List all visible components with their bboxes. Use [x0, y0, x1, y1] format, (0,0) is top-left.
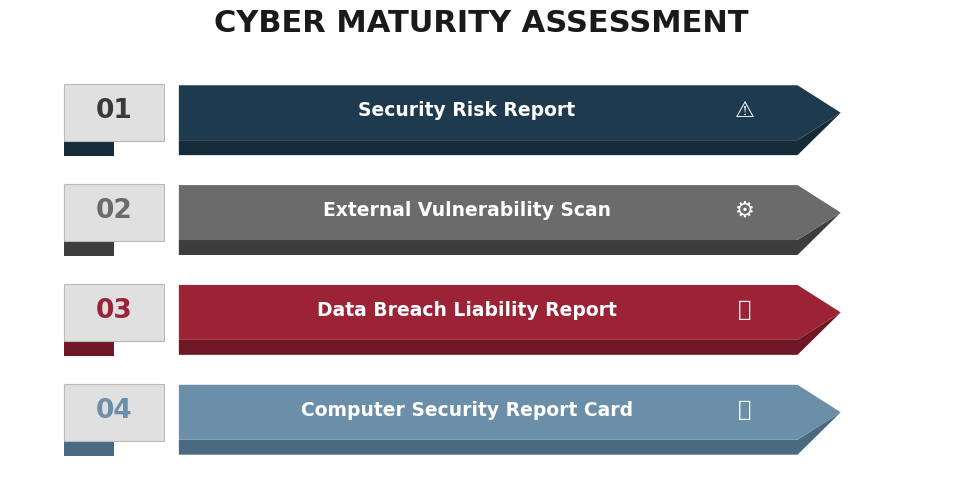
Polygon shape	[179, 286, 840, 340]
FancyBboxPatch shape	[63, 384, 164, 441]
Polygon shape	[63, 441, 114, 456]
Polygon shape	[179, 385, 840, 440]
Polygon shape	[179, 213, 840, 256]
Text: 📋: 📋	[737, 399, 751, 419]
Text: Data Breach Liability Report: Data Breach Liability Report	[316, 300, 616, 319]
Polygon shape	[179, 186, 840, 240]
FancyBboxPatch shape	[63, 284, 164, 341]
Polygon shape	[179, 313, 840, 355]
Text: ⚠: ⚠	[734, 101, 754, 120]
Polygon shape	[63, 242, 114, 257]
Polygon shape	[179, 412, 840, 455]
Text: CYBER MATURITY ASSESSMENT: CYBER MATURITY ASSESSMENT	[213, 10, 748, 38]
Text: Security Risk Report: Security Risk Report	[357, 101, 575, 120]
Polygon shape	[179, 114, 840, 156]
Text: 🔓: 🔓	[737, 300, 751, 320]
Text: Computer Security Report Card: Computer Security Report Card	[300, 400, 632, 419]
Text: 04: 04	[96, 397, 133, 423]
Text: External Vulnerability Scan: External Vulnerability Scan	[322, 201, 610, 219]
Text: 02: 02	[96, 198, 133, 223]
Text: 03: 03	[96, 297, 133, 323]
FancyBboxPatch shape	[63, 85, 164, 142]
Polygon shape	[63, 142, 114, 157]
Polygon shape	[63, 341, 114, 356]
FancyBboxPatch shape	[63, 184, 164, 242]
Text: 01: 01	[95, 98, 133, 124]
Polygon shape	[179, 86, 840, 141]
Text: ⚙: ⚙	[734, 200, 754, 220]
